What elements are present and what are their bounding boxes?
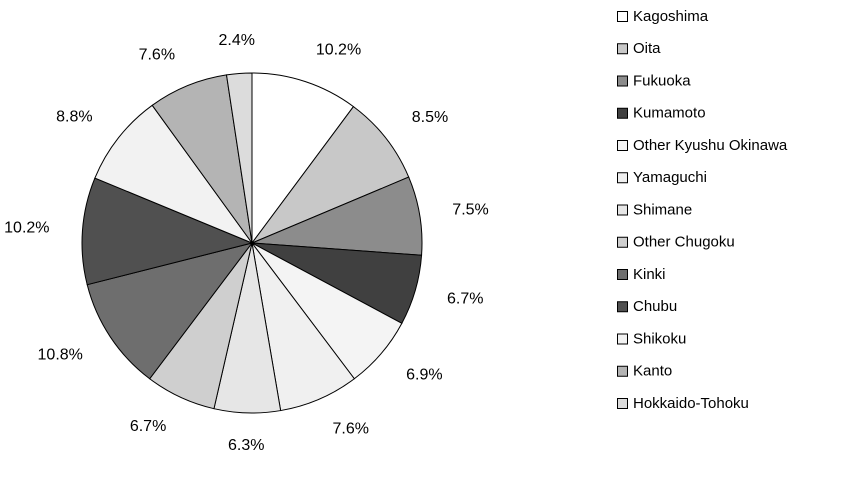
data-label: 6.3% — [228, 437, 264, 454]
legend-label: Oita — [633, 40, 661, 57]
data-label: 6.7% — [447, 291, 483, 308]
data-label: 6.7% — [130, 418, 166, 435]
legend-swatch — [617, 236, 628, 248]
data-label: 7.5% — [452, 201, 488, 218]
pie-slice — [225, 72, 253, 244]
legend-swatch — [617, 172, 628, 184]
legend-label: Fukuoka — [633, 72, 691, 89]
legend-swatch — [617, 75, 628, 87]
legend-swatch — [617, 43, 628, 55]
legend-label: Kinki — [633, 266, 666, 283]
data-label: 10.8% — [38, 347, 83, 364]
data-label: 6.9% — [406, 366, 442, 383]
data-label: 7.6% — [332, 421, 368, 438]
data-label: 2.4% — [219, 32, 255, 49]
pie-slice — [251, 72, 355, 245]
legend-label: Hokkaido-Tohoku — [633, 395, 749, 412]
legend-swatch — [617, 365, 628, 377]
data-label: 8.8% — [56, 109, 92, 126]
legend-swatch — [617, 140, 628, 151]
pie-slice — [250, 105, 410, 245]
legend-label: Other Kyushu Okinawa — [633, 137, 788, 154]
legend-label: Chubu — [633, 298, 677, 315]
legend-label: Shikoku — [633, 330, 686, 347]
data-label: 10.2% — [316, 42, 361, 59]
legend-label: Kanto — [633, 363, 672, 380]
data-label: 10.2% — [4, 220, 49, 237]
legend-swatch — [617, 333, 628, 345]
legend-swatch — [617, 269, 628, 280]
legend-swatch — [617, 11, 628, 22]
legend-label: Shimane — [633, 201, 692, 218]
legend-label: Kumamoto — [633, 105, 706, 122]
pie-slice — [94, 104, 254, 245]
legend-label: Yamaguchi — [633, 169, 707, 186]
pie-slice — [86, 242, 254, 380]
legend-swatch — [617, 107, 628, 119]
legend-swatch — [617, 204, 628, 216]
legend-swatch — [617, 398, 628, 409]
data-label: 8.5% — [412, 109, 448, 126]
pie-slice — [81, 177, 254, 286]
legend-swatch — [617, 301, 628, 313]
legend-label: Other Chugoku — [633, 234, 735, 251]
legend: Kagoshima Oita Fukuoka Kumamoto Other Kyushu… — [617, 8, 788, 412]
legend-label: Kagoshima — [633, 8, 709, 25]
data-label: 7.6% — [139, 46, 175, 63]
